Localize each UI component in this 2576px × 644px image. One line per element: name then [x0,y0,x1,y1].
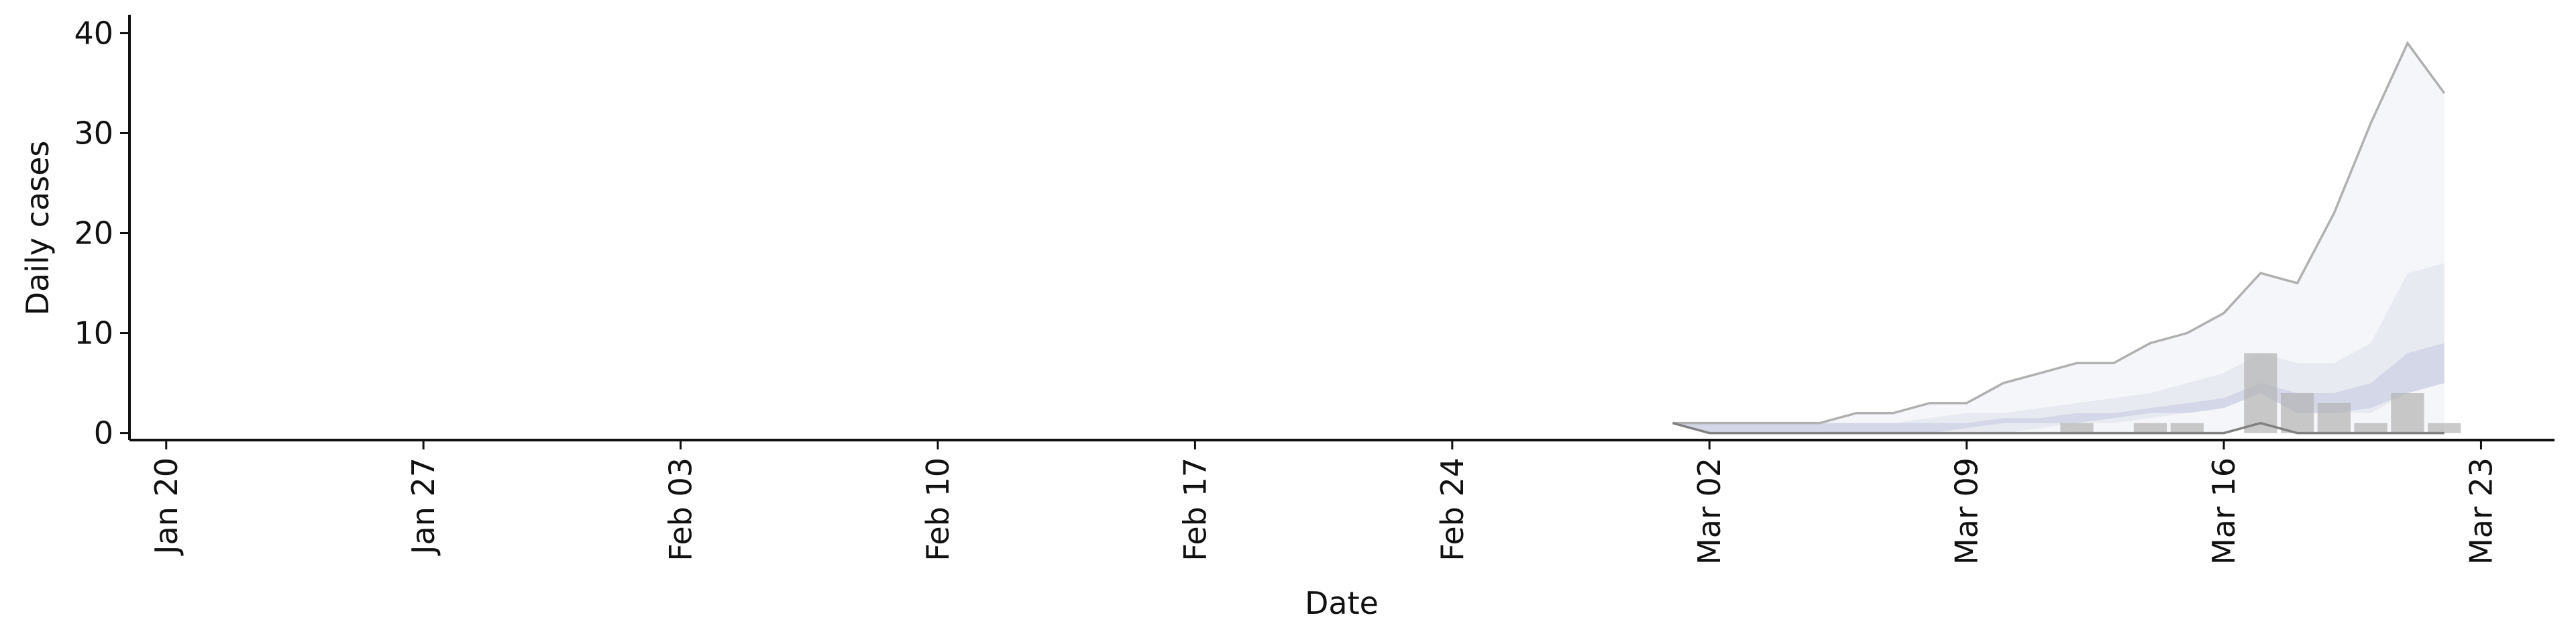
y-tick-label: 30 [74,115,113,151]
y-tick-label: 40 [74,15,113,51]
x-tick-label: Mar 16 [2206,458,2242,565]
x-axis-label: Date [1305,585,1379,621]
x-tick-label: Mar 02 [1691,458,1727,565]
bar [2170,423,2204,433]
line [1672,421,2445,435]
bar [2317,402,2351,433]
x-tick-label: Jan 20 [148,458,184,556]
x-tick-label: Jan 27 [405,458,441,556]
x-tick-label: Feb 24 [1434,458,1470,561]
y-axis-label: Daily cases [19,141,56,316]
bar [2391,392,2424,433]
y-tick-label: 0 [94,415,113,451]
bar [2280,392,2314,433]
band [1672,43,2445,433]
y-tick-label: 20 [74,215,113,252]
bar [2133,423,2167,433]
bar [2354,423,2387,433]
bar [2428,423,2461,433]
x-tick-label: Mar 23 [2463,458,2499,565]
bar [2060,423,2094,433]
x-tick-label: Feb 17 [1177,458,1213,561]
line [1672,40,2446,425]
x-tick-label: Feb 10 [920,458,956,561]
bar [2244,353,2277,433]
x-tick-label: Mar 09 [1949,458,1985,565]
y-tick-label: 10 [74,315,113,352]
x-tick-label: Feb 03 [663,458,699,561]
